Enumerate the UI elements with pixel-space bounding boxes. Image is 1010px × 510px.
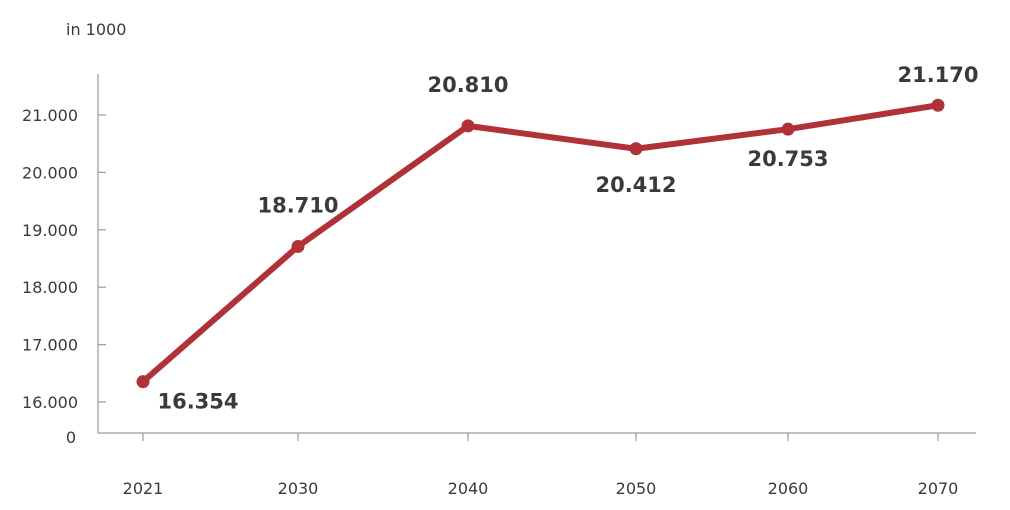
x-tick-label: 2060: [768, 479, 809, 498]
unit-label: in 1000: [66, 20, 126, 39]
y-ticks: 16.000 17.000 18.000 19.000 20.000 21.000: [22, 106, 106, 412]
data-label: 21.170: [897, 63, 978, 87]
data-point: [461, 119, 475, 133]
data-label: 20.810: [427, 73, 508, 97]
y-tick-label: 16.000: [22, 393, 78, 412]
y-tick-label: 17.000: [22, 336, 78, 355]
data-point: [781, 122, 795, 136]
y-tick-label: 21.000: [22, 106, 78, 125]
x-tick-label: 2030: [278, 479, 319, 498]
x-ticks: 2021 2030 2040 2050 2060 2070: [123, 433, 959, 498]
series-line: [140, 102, 941, 385]
y-axis-zero-label: 0: [66, 428, 76, 447]
data-point: [629, 142, 643, 156]
data-point: [291, 239, 305, 253]
data-label: 20.753: [747, 147, 828, 171]
x-tick-label: 2040: [448, 479, 489, 498]
data-point: [136, 375, 150, 389]
y-tick-label: 20.000: [22, 163, 78, 182]
data-label: 18.710: [257, 193, 338, 217]
data-point: [931, 98, 945, 112]
series-group: [136, 98, 945, 389]
x-tick-label: 2050: [616, 479, 657, 498]
x-tick-label: 2070: [918, 479, 959, 498]
data-labels: 16.354 18.710 20.810 20.412 20.753 21.170: [157, 63, 978, 413]
data-label: 16.354: [157, 390, 238, 414]
y-tick-label: 18.000: [22, 278, 78, 297]
data-label: 20.412: [595, 173, 676, 197]
y-tick-label: 19.000: [22, 221, 78, 240]
x-tick-label: 2021: [123, 479, 164, 498]
